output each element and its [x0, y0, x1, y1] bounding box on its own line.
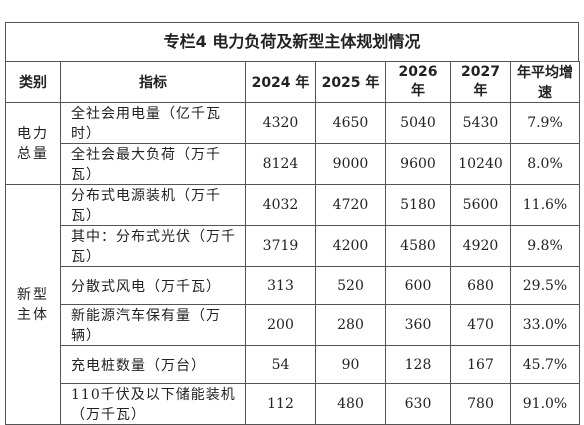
indicator-cell: 全社会最大负荷（万千瓦） [60, 143, 246, 185]
value-cell: 4580 [385, 225, 451, 267]
value-cell: 3719 [245, 225, 316, 267]
value-cell: 200 [245, 304, 316, 346]
indicator-cell: 其中：分布式光伏（万千瓦） [60, 225, 246, 267]
value-cell: 7.9% [510, 102, 580, 144]
value-cell: 4650 [315, 102, 386, 144]
value-cell: 5600 [450, 184, 511, 226]
page: 专栏4 电力负荷及新型主体规划情况 类别 指标 2024 年 2025 年 2026 年… [5, 22, 580, 425]
indicator-cell: 分布式电源装机（万千瓦） [60, 184, 246, 226]
table-row: 分散式风电（万千瓦） 313 520 600 680 29.5% [6, 266, 580, 305]
table-row: 110千伏及以下储能装机（万千瓦） 112 480 630 780 91.0% [6, 383, 580, 425]
value-cell: 520 [315, 266, 386, 305]
table-row: 电力总量 全社会用电量（亿千瓦时） 4320 4650 5040 5430 7.9% [5, 102, 580, 185]
value-cell: 4200 [315, 225, 386, 267]
value-cell: 167 [450, 345, 511, 384]
table-row: 新能源汽车保有量（万辆） 200 280 360 470 33.0% [6, 304, 580, 346]
value-cell: 45.7% [510, 345, 580, 384]
value-cell: 33.0% [510, 304, 580, 346]
value-cell: 128 [385, 345, 451, 384]
value-cell: 9600 [385, 143, 451, 185]
header-cell: 2026 年 [385, 61, 451, 103]
indicator-cell: 110千伏及以下储能装机（万千瓦） [60, 383, 246, 425]
header-cell: 2025 年 [315, 61, 386, 103]
value-cell: 360 [385, 304, 451, 346]
category-cell: 新型主体 [5, 184, 61, 425]
value-cell: 4320 [245, 102, 316, 144]
value-cell: 9.8% [510, 225, 580, 267]
table-row: 全社会最大负荷（万千瓦） 8124 9000 9600 10240 8.0% [6, 143, 580, 185]
value-cell: 8.0% [510, 143, 580, 185]
header-cell: 年平均增速 [510, 61, 580, 103]
value-cell: 470 [450, 304, 511, 346]
value-cell: 5040 [385, 102, 451, 144]
value-cell: 280 [315, 304, 386, 346]
value-cell: 680 [450, 266, 511, 305]
header-cell: 2024 年 [245, 61, 316, 103]
value-cell: 10240 [450, 143, 511, 185]
value-cell: 91.0% [510, 383, 580, 425]
value-cell: 8124 [245, 143, 316, 185]
table-row: 其中：分布式光伏（万千瓦） 3719 4200 4580 4920 9.8% [6, 225, 580, 267]
category-cell: 电力总量 [5, 102, 61, 185]
indicator-cell: 充电桩数量（万台） [60, 345, 246, 384]
table-box: 专栏4 电力负荷及新型主体规划情况 类别 指标 2024 年 2025 年 2026 年… [5, 22, 580, 425]
indicator-cell: 新能源汽车保有量（万辆） [60, 304, 246, 346]
header-cell: 2027 年 [450, 61, 511, 103]
value-cell: 112 [245, 383, 316, 425]
value-cell: 29.5% [510, 266, 580, 305]
value-cell: 11.6% [510, 184, 580, 226]
value-cell: 630 [385, 383, 451, 425]
value-cell: 4720 [315, 184, 386, 226]
value-cell: 4032 [245, 184, 316, 226]
value-cell: 5180 [385, 184, 451, 226]
value-cell: 600 [385, 266, 451, 305]
header-cell: 类别 [5, 61, 61, 103]
value-cell: 9000 [315, 143, 386, 185]
value-cell: 4920 [450, 225, 511, 267]
value-cell: 54 [245, 345, 316, 384]
value-cell: 313 [245, 266, 316, 305]
header-row: 类别 指标 2024 年 2025 年 2026 年 2027 年年平均增速 [5, 61, 580, 103]
value-cell: 780 [450, 383, 511, 425]
table-row: 充电桩数量（万台） 54 90 128 167 45.7% [6, 345, 580, 384]
table: 类别 指标 2024 年 2025 年 2026 年 2027 年年平均增速 电力总量 全社… [5, 61, 580, 425]
indicator-cell: 分散式风电（万千瓦） [60, 266, 246, 305]
header-cell: 指标 [60, 61, 246, 103]
value-cell: 480 [315, 383, 386, 425]
value-cell: 90 [315, 345, 386, 384]
value-cell: 5430 [450, 102, 511, 144]
table-title: 专栏4 电力负荷及新型主体规划情况 [5, 22, 579, 61]
table-row: 新型主体 分布式电源装机（万千瓦） 4032 4720 5180 5600 11.6% [5, 184, 580, 425]
indicator-cell: 全社会用电量（亿千瓦时） [60, 102, 246, 144]
